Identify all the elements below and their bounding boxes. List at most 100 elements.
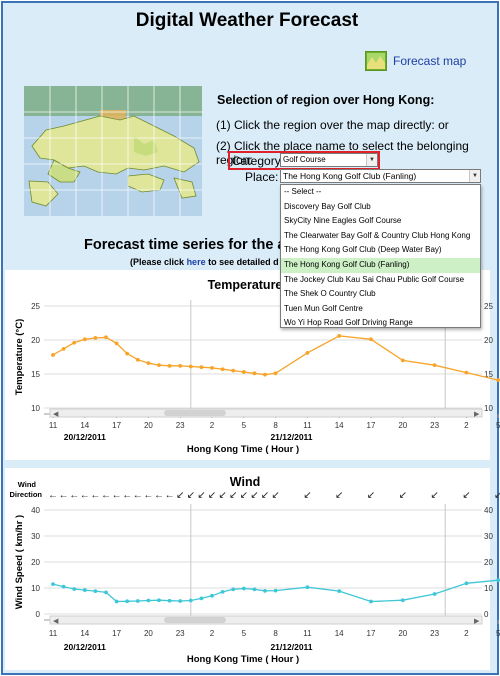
x-tick-label: 2 [210, 629, 215, 638]
place-option[interactable]: The Hong Kong Golf Club (Deep Water Bay) [284, 245, 442, 255]
place-option[interactable]: Tuen Mun Golf Centre [284, 303, 363, 313]
wind-data-point[interactable] [114, 599, 119, 604]
chart-scrollbar[interactable] [49, 615, 483, 625]
wind-data-point[interactable] [252, 587, 257, 592]
place-option[interactable]: The Shek O Country Club [284, 289, 376, 299]
temperature-data-point[interactable] [400, 358, 405, 363]
temperature-data-point[interactable] [273, 371, 278, 376]
category-dropdown-arrow-icon[interactable]: ▼ [366, 154, 377, 166]
place-option[interactable]: -- Select -- [284, 187, 322, 196]
wind-data-point[interactable] [273, 588, 278, 593]
y-tick-label: 40 [31, 506, 40, 515]
wind-direction-arrow-icon: ↙ [197, 490, 205, 501]
wind-x-axis-label: Hong Kong Time ( Hour ) [187, 654, 299, 665]
wind-data-point[interactable] [178, 599, 183, 603]
chart-scrollbar[interactable] [49, 408, 483, 418]
chart-scrollbar-thumb[interactable] [164, 410, 226, 416]
temperature-data-point[interactable] [231, 368, 236, 373]
temperature-data-point[interactable] [104, 335, 108, 340]
temperature-data-point[interactable] [51, 353, 55, 357]
wind-direction-arrow-icon: ↙ [399, 490, 407, 501]
date-label: 20/12/2011 [64, 432, 106, 442]
wind-data-point[interactable] [220, 590, 225, 594]
temperature-data-point[interactable] [337, 334, 342, 338]
wind-data-point[interactable] [337, 589, 342, 594]
temperature-data-point[interactable] [464, 370, 469, 375]
place-option[interactable]: Discovery Bay Golf Club [284, 201, 371, 211]
wind-data-point[interactable] [188, 598, 193, 603]
place-dropdown-list[interactable]: -- Select -- Discovery Bay Golf Club SkyCi… [280, 184, 481, 328]
place-option[interactable]: Wo Yi Hop Road Golf Driving Range [284, 318, 413, 328]
temperature-data-point[interactable] [252, 371, 257, 376]
wind-data-point[interactable] [199, 596, 204, 601]
place-option[interactable]: The Hong Kong Golf Club (Fanling) [281, 257, 480, 273]
temperature-data-point[interactable] [157, 363, 161, 368]
scroll-left-icon[interactable]: ◀ [53, 411, 59, 418]
temperature-data-point[interactable] [241, 370, 246, 374]
temperature-data-point[interactable] [369, 337, 373, 342]
x-tick-label: 20 [398, 421, 407, 430]
wind-chart-title: Wind [230, 475, 260, 489]
wind-data-point[interactable] [157, 598, 161, 603]
temperature-data-point[interactable] [210, 365, 214, 370]
temperature-data-point[interactable] [305, 351, 310, 355]
wind-data-point[interactable] [146, 598, 151, 603]
temperature-data-point[interactable] [263, 372, 267, 377]
scroll-right-icon[interactable]: ▶ [474, 411, 480, 418]
temperature-data-point[interactable] [496, 378, 500, 383]
wind-data-point[interactable] [464, 581, 469, 586]
wind-data-point[interactable] [93, 589, 98, 594]
temperature-data-point[interactable] [432, 363, 437, 368]
temperature-data-point[interactable] [188, 364, 193, 369]
category-select[interactable]: Golf Course ▼ [280, 153, 378, 167]
date-label: 20/12/2011 [64, 642, 106, 652]
temperature-data-point[interactable] [178, 363, 183, 368]
wind-data-point[interactable] [167, 598, 172, 603]
temperature-data-point[interactable] [114, 341, 119, 346]
wind-data-point[interactable] [135, 599, 140, 603]
y-tick-label-right: 10 [484, 584, 493, 593]
x-tick-label: 11 [303, 421, 312, 430]
place-option[interactable]: SkyCity Nine Eagles Golf Course [284, 216, 402, 226]
wind-data-point[interactable] [210, 593, 214, 598]
temperature-data-point[interactable] [61, 346, 66, 351]
x-tick-label: 17 [367, 629, 376, 638]
temperature-data-point[interactable] [135, 357, 140, 362]
temperature-data-point[interactable] [93, 336, 98, 340]
place-option[interactable]: The Jockey Club Kau Sai Chau Public Golf… [284, 274, 465, 284]
forecast-map-link[interactable]: Forecast map [365, 49, 466, 73]
scroll-left-icon[interactable]: ◀ [53, 618, 59, 625]
wind-data-point[interactable] [263, 588, 267, 593]
wind-data-point[interactable] [125, 599, 130, 604]
wind-data-point[interactable] [432, 592, 437, 596]
place-dropdown-arrow-icon[interactable]: ▼ [469, 170, 480, 182]
temperature-data-point[interactable] [72, 340, 77, 345]
wind-data-point[interactable] [400, 598, 405, 603]
wind-data-point[interactable] [51, 582, 55, 586]
wind-data-point[interactable] [72, 587, 77, 591]
instruction-place: (2) Click the place name to select the b… [216, 139, 469, 167]
details-link[interactable]: here [186, 257, 206, 267]
temperature-data-point[interactable] [146, 361, 151, 366]
temperature-data-point[interactable] [199, 365, 204, 370]
wind-data-point[interactable] [496, 578, 500, 583]
hong-kong-region-map[interactable] [24, 86, 202, 216]
wind-data-point[interactable] [104, 590, 108, 595]
x-tick-label: 11 [49, 421, 58, 430]
scroll-right-icon[interactable]: ▶ [474, 618, 480, 625]
note-text-after: to see detailed d [208, 257, 279, 267]
place-option[interactable]: The Clearwater Bay Golf & Country Club H… [284, 230, 471, 240]
wind-data-point[interactable] [369, 599, 373, 604]
wind-data-point[interactable] [305, 585, 310, 590]
wind-data-point[interactable] [231, 587, 236, 592]
place-select[interactable]: The Hong Kong Golf Club (Fanling) ▼ [280, 169, 481, 183]
wind-data-point[interactable] [241, 586, 246, 591]
y-tick-label: 15 [31, 370, 40, 379]
temperature-data-point[interactable] [125, 351, 130, 356]
wind-data-point[interactable] [82, 588, 87, 592]
chart-scrollbar-thumb[interactable] [164, 617, 226, 623]
temperature-data-point[interactable] [167, 363, 172, 368]
temperature-data-point[interactable] [82, 337, 87, 342]
wind-data-point[interactable] [61, 584, 66, 589]
temperature-data-point[interactable] [220, 367, 225, 372]
